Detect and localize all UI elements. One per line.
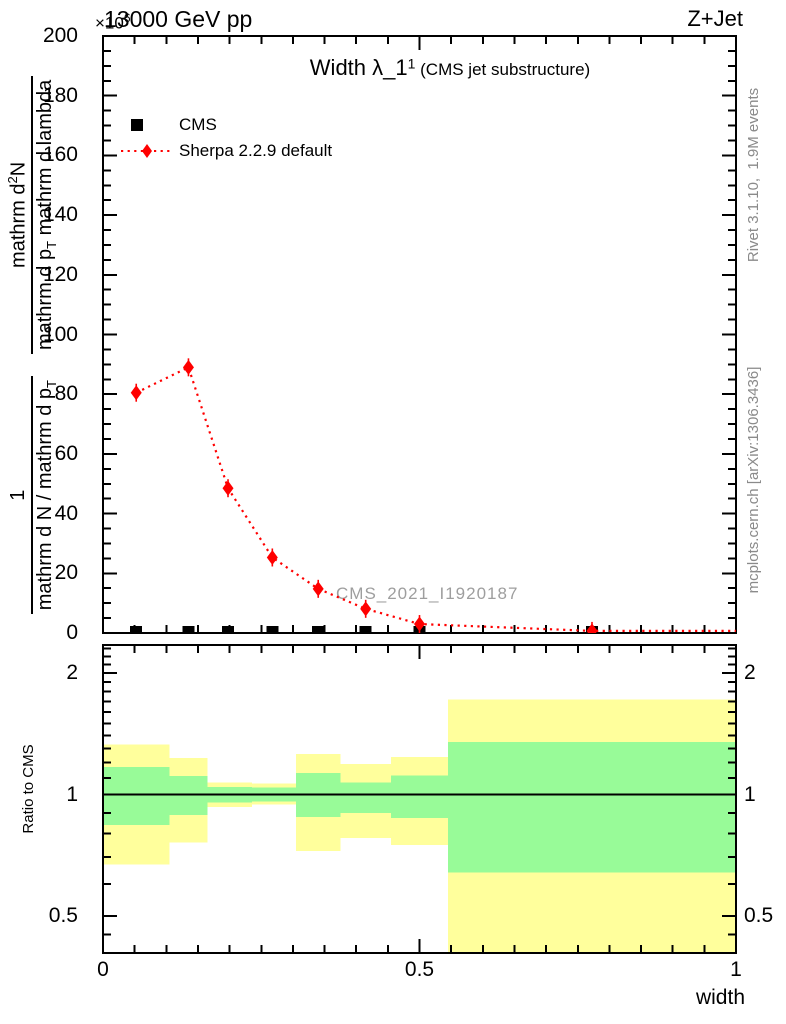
x-tick-label: 0 — [97, 958, 109, 981]
inner-uncertainty-band — [447, 741, 736, 873]
sherpa-diamond-marker — [360, 601, 372, 617]
inner-uncertainty-band — [340, 782, 392, 813]
x-axis-label: width — [695, 986, 745, 1009]
cms-data-marker — [266, 626, 279, 633]
x-tick-label: 0.5 — [404, 958, 435, 981]
cms-data-marker — [312, 626, 325, 633]
x-tick-label: 1 — [730, 958, 742, 981]
sherpa-diamond-marker — [222, 480, 234, 496]
main-y-tick-label: 180 — [42, 83, 78, 107]
mcplots-reference-note: mcplots.cern.ch [arXiv:1306.3436] — [744, 366, 762, 594]
sherpa-diamond-marker — [414, 616, 425, 632]
ratio-y-tick-label-left: 2 — [66, 661, 78, 684]
sherpa-diamond-marker — [266, 549, 278, 565]
ratio-y-tick-label-left: 0.5 — [48, 904, 78, 927]
legend-sherpa-diamond — [142, 144, 152, 158]
main-y-tick-label: 40 — [54, 501, 78, 525]
beam-energy-label: 13000 GeV pp — [104, 6, 253, 32]
cms-data-marker — [222, 626, 235, 633]
main-y-tick-label: 0 — [66, 621, 78, 644]
plot-title-main: Width λ_1 — [309, 55, 408, 80]
inner-uncertainty-band — [391, 775, 448, 818]
process-label: Z+Jet — [687, 6, 743, 31]
cms-data-marker — [130, 626, 143, 633]
main-y-tick-label: 140 — [42, 203, 78, 227]
ratio-y-tick-label-right: 2 — [744, 661, 756, 684]
ratio-bands — [103, 699, 736, 953]
watermark: CMS_2021_I1920187 — [336, 584, 519, 603]
inner-uncertainty-band — [169, 776, 208, 815]
y-axis-multiplier: ×106 — [95, 11, 131, 33]
cms-data-marker — [182, 626, 195, 633]
multiplier-exponent: 6 — [123, 11, 131, 25]
main-y-tick-label: 160 — [42, 143, 78, 167]
ratio-y-tick-label-right: 1 — [744, 782, 756, 806]
legend-label-sherpa: Sherpa 2.2.9 default — [179, 141, 333, 160]
sherpa-diamond-marker — [586, 623, 598, 633]
cms-data-marker — [359, 626, 372, 633]
main-y-tick-label: 200 — [42, 24, 78, 47]
plot-title-suffix: (CMS jet substructure) — [415, 60, 591, 79]
legend-cms-square — [131, 119, 143, 131]
main-y-tick-label: 80 — [54, 382, 78, 406]
cms-data-points — [130, 626, 598, 633]
sherpa-diamond-marker — [130, 385, 142, 401]
plot-title-superscript: 1 — [407, 55, 416, 72]
sherpa-diamond-marker — [312, 581, 324, 597]
plot-title: Width λ_11 (CMS jet substructure) — [200, 55, 700, 81]
ratio-y-tick-label-left: 1 — [66, 782, 78, 806]
main-y-tick-label: 100 — [42, 322, 78, 346]
axis-ticks — [102, 35, 737, 953]
legend-label-cms: CMS — [179, 115, 217, 134]
main-y-tick-label: 120 — [42, 262, 78, 286]
legend-markers — [121, 119, 173, 158]
main-y-tick-label: 20 — [54, 561, 78, 585]
inner-uncertainty-band — [103, 766, 170, 826]
rivet-version-note: Rivet 3.1.10, 1.9M events — [744, 87, 762, 263]
main-y-tick-label: 60 — [54, 441, 78, 465]
sherpa-diamond-marker — [182, 359, 194, 375]
ratio-y-tick-label-right: 0.5 — [744, 904, 774, 927]
sherpa-dotted-line — [135, 365, 736, 633]
sherpa-series — [130, 358, 736, 633]
